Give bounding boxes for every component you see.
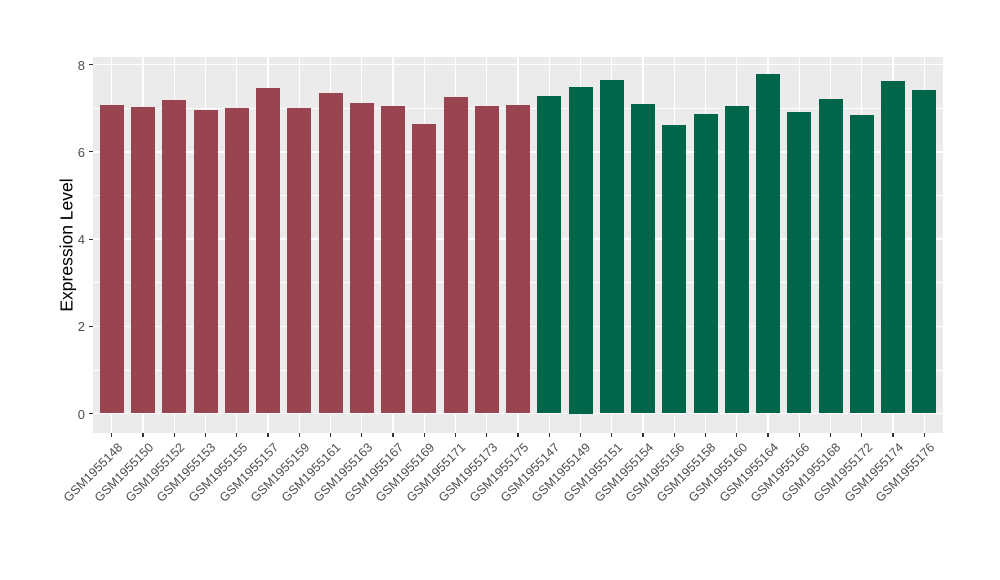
x-tick-mark-GSM1955153 [204, 433, 207, 437]
x-tick-mark-GSM1955151 [611, 433, 613, 437]
x-tick-mark-GSM1955160 [736, 433, 738, 437]
bar-GSM1955166 [787, 111, 812, 414]
bar-GSM1955148 [99, 105, 124, 414]
x-tick-mark-GSM1955156 [673, 433, 675, 437]
x-tick-mark-GSM1955148 [111, 433, 113, 437]
x-tick-mark-GSM1955173 [486, 433, 488, 437]
x-tick-mark-GSM1955147 [548, 433, 550, 437]
x-tick-mark-GSM1955164 [767, 433, 769, 437]
bar-GSM1955155 [224, 107, 249, 414]
bar-GSM1955172 [849, 114, 874, 414]
bar-GSM1955151 [599, 79, 624, 414]
x-tick-mark-GSM1955158 [704, 433, 707, 437]
x-tick-mark-GSM1955150 [142, 433, 144, 437]
bar-GSM1955150 [131, 106, 155, 414]
x-tick-mark-GSM1955169 [423, 433, 425, 437]
y-tick-label-6: 6 [77, 144, 85, 160]
y-tick-mark-4 [88, 238, 93, 240]
y-tick-label-8: 8 [77, 57, 85, 73]
x-tick-mark-GSM1955157 [267, 433, 269, 437]
y-tick-label-4: 4 [77, 232, 85, 248]
bar-GSM1955160 [724, 106, 749, 414]
x-tick-mark-GSM1955171 [454, 433, 457, 437]
x-tick-mark-GSM1955161 [329, 433, 332, 437]
bar-GSM1955156 [662, 124, 687, 414]
x-tick-mark-GSM1955174 [892, 433, 894, 437]
y-tick-mark-2 [88, 325, 93, 327]
x-tick-mark-GSM1955149 [579, 433, 582, 437]
x-tick-mark-GSM1955168 [829, 433, 832, 437]
bar-GSM1955168 [818, 99, 843, 414]
bar-GSM1955157 [256, 88, 280, 414]
bar-GSM1955176 [912, 89, 937, 414]
bar-GSM1955175 [506, 104, 530, 414]
bar-GSM1955164 [756, 73, 780, 414]
bar-GSM1955163 [349, 103, 374, 414]
y-tick-label-0: 0 [77, 406, 85, 422]
y-tick-mark-6 [88, 151, 93, 153]
bar-GSM1955174 [881, 81, 905, 414]
bar-GSM1955152 [162, 100, 187, 414]
x-tick-mark-GSM1955159 [298, 433, 300, 437]
bar-GSM1955171 [443, 97, 468, 414]
x-tick-mark-GSM1955154 [642, 433, 644, 437]
y-tick-mark-8 [88, 64, 93, 66]
bar-GSM1955158 [693, 113, 718, 414]
y-tick-mark-0 [88, 412, 93, 415]
x-tick-mark-GSM1955175 [517, 433, 519, 437]
x-tick-mark-GSM1955166 [798, 433, 800, 437]
bar-GSM1955159 [287, 107, 312, 414]
x-tick-mark-GSM1955155 [236, 433, 238, 437]
x-tick-mark-GSM1955163 [361, 433, 363, 437]
y-tick-label-2: 2 [77, 319, 85, 335]
bar-GSM1955167 [381, 105, 405, 414]
x-tick-mark-GSM1955176 [923, 433, 925, 437]
bar-GSM1955169 [412, 124, 437, 414]
x-tick-mark-GSM1955167 [392, 433, 394, 437]
bar-GSM1955149 [568, 86, 593, 414]
plot-panel [93, 57, 943, 433]
bar-GSM1955147 [537, 95, 562, 414]
bar-GSM1955173 [474, 105, 499, 414]
x-tick-mark-GSM1955152 [173, 433, 175, 437]
x-tick-mark-GSM1955172 [861, 433, 863, 437]
bar-GSM1955161 [318, 92, 343, 414]
bar-GSM1955154 [631, 103, 655, 414]
bar-GSM1955153 [193, 109, 218, 414]
